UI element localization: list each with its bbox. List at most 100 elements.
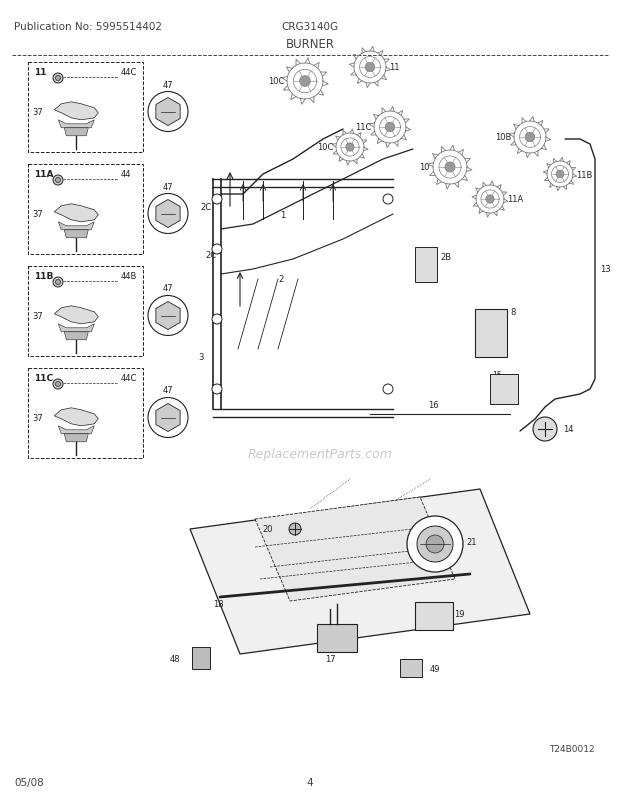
Text: 3: 3 bbox=[198, 353, 203, 362]
Text: 11C: 11C bbox=[355, 124, 371, 132]
Text: 10C: 10C bbox=[317, 144, 333, 152]
Polygon shape bbox=[58, 222, 94, 230]
Bar bbox=[28, 63, 143, 153]
Bar bbox=[28, 267, 143, 357]
Text: 47: 47 bbox=[162, 80, 174, 89]
Text: 37: 37 bbox=[32, 414, 43, 423]
Text: 18: 18 bbox=[213, 599, 224, 608]
Circle shape bbox=[365, 63, 375, 73]
Text: 44B: 44B bbox=[121, 272, 138, 281]
Bar bbox=[28, 369, 143, 459]
Polygon shape bbox=[58, 120, 94, 128]
Circle shape bbox=[426, 535, 444, 553]
Bar bbox=[28, 164, 143, 255]
Bar bbox=[192, 647, 210, 669]
Circle shape bbox=[56, 382, 61, 387]
Text: 10: 10 bbox=[420, 164, 430, 172]
Text: 11: 11 bbox=[389, 63, 399, 72]
Polygon shape bbox=[64, 434, 88, 442]
Text: ReplacementParts.com: ReplacementParts.com bbox=[247, 448, 392, 461]
Text: 48: 48 bbox=[169, 654, 180, 664]
Circle shape bbox=[556, 171, 564, 179]
Circle shape bbox=[212, 245, 222, 255]
Text: 11A: 11A bbox=[34, 170, 53, 179]
Text: 8: 8 bbox=[510, 308, 515, 317]
Circle shape bbox=[56, 76, 61, 81]
Text: 44C: 44C bbox=[121, 68, 138, 77]
Text: 44C: 44C bbox=[121, 374, 138, 383]
Text: 37: 37 bbox=[32, 210, 43, 219]
Circle shape bbox=[212, 384, 222, 395]
Text: 16: 16 bbox=[428, 400, 438, 410]
Circle shape bbox=[56, 280, 61, 286]
Text: 10C: 10C bbox=[268, 78, 284, 87]
Circle shape bbox=[148, 92, 188, 132]
Polygon shape bbox=[64, 230, 88, 238]
Text: 05/08: 05/08 bbox=[14, 777, 44, 787]
Text: Publication No: 5995514402: Publication No: 5995514402 bbox=[14, 22, 162, 32]
Circle shape bbox=[525, 133, 535, 143]
Bar bbox=[400, 659, 422, 677]
Text: 11A: 11A bbox=[507, 195, 523, 205]
Circle shape bbox=[346, 144, 354, 152]
Circle shape bbox=[417, 526, 453, 562]
Circle shape bbox=[148, 296, 188, 336]
Circle shape bbox=[445, 163, 455, 173]
Text: 14: 14 bbox=[563, 425, 574, 434]
Polygon shape bbox=[58, 427, 94, 434]
Circle shape bbox=[212, 314, 222, 325]
Text: 11B: 11B bbox=[34, 272, 53, 281]
Text: 2B: 2B bbox=[440, 253, 451, 262]
Bar bbox=[490, 375, 518, 404]
Polygon shape bbox=[55, 408, 99, 427]
Text: 2: 2 bbox=[278, 275, 283, 284]
Circle shape bbox=[289, 524, 301, 535]
Polygon shape bbox=[190, 489, 530, 654]
Text: 49: 49 bbox=[430, 665, 440, 674]
Text: BURNER: BURNER bbox=[285, 38, 335, 51]
Circle shape bbox=[56, 178, 61, 184]
Text: 47: 47 bbox=[162, 386, 174, 395]
Text: 2C: 2C bbox=[205, 250, 216, 259]
Circle shape bbox=[383, 384, 393, 395]
Text: 15: 15 bbox=[492, 371, 502, 379]
Text: CRG3140G: CRG3140G bbox=[281, 22, 339, 32]
Bar bbox=[415, 602, 453, 630]
Polygon shape bbox=[156, 404, 180, 432]
Bar bbox=[415, 248, 437, 282]
Polygon shape bbox=[156, 99, 180, 127]
Text: 47: 47 bbox=[162, 284, 174, 294]
Circle shape bbox=[53, 379, 63, 390]
Polygon shape bbox=[58, 324, 94, 332]
Circle shape bbox=[148, 194, 188, 234]
Text: 47: 47 bbox=[162, 182, 174, 191]
Circle shape bbox=[53, 74, 63, 84]
Circle shape bbox=[486, 196, 494, 204]
Polygon shape bbox=[64, 332, 88, 340]
Polygon shape bbox=[156, 302, 180, 330]
Polygon shape bbox=[55, 205, 99, 222]
Text: 19: 19 bbox=[454, 610, 464, 618]
Polygon shape bbox=[156, 200, 180, 229]
Circle shape bbox=[148, 398, 188, 438]
Circle shape bbox=[53, 277, 63, 288]
Circle shape bbox=[533, 418, 557, 441]
Circle shape bbox=[407, 516, 463, 573]
Circle shape bbox=[212, 195, 222, 205]
Text: 37: 37 bbox=[32, 312, 43, 321]
Text: 10B: 10B bbox=[495, 133, 511, 142]
Text: 11B: 11B bbox=[576, 170, 592, 180]
Text: 11: 11 bbox=[34, 68, 46, 77]
Text: 20: 20 bbox=[262, 525, 273, 534]
Circle shape bbox=[383, 195, 393, 205]
Circle shape bbox=[385, 123, 395, 132]
Bar bbox=[317, 624, 357, 652]
Text: 2C: 2C bbox=[200, 203, 211, 213]
Polygon shape bbox=[55, 306, 99, 324]
Polygon shape bbox=[64, 128, 88, 136]
Text: 37: 37 bbox=[32, 107, 43, 117]
Text: T24B0012: T24B0012 bbox=[549, 744, 595, 753]
Polygon shape bbox=[255, 497, 455, 602]
Text: 17: 17 bbox=[325, 654, 335, 663]
Text: 1: 1 bbox=[280, 210, 285, 219]
